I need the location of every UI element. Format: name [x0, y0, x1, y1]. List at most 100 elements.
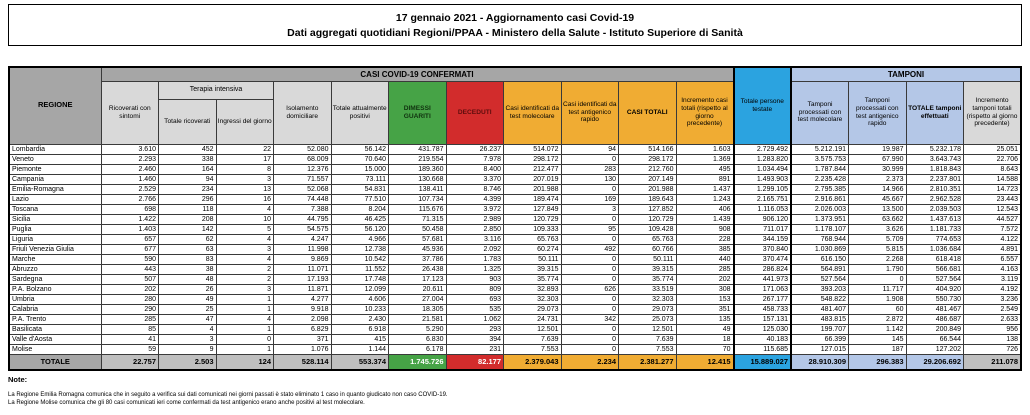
value-cell: 698	[100, 203, 159, 215]
totale-row: TOTALE 22.757 2.503 124 528.114 553.374 1.745.…	[8, 353, 1022, 371]
header-band-tamponi: TAMPONI	[790, 66, 1022, 82]
value-cell: 0	[848, 273, 907, 285]
value-cell: 1.745.726	[388, 353, 447, 371]
value-cell: 1.034.494	[732, 163, 792, 175]
value-cell: 41	[100, 333, 159, 345]
value-cell: 404.920	[905, 283, 964, 295]
header-totale-attualmente-positivi: Totale attualmente positivi	[330, 80, 389, 145]
value-cell: 267.177	[732, 293, 792, 305]
value-cell: 550.730	[905, 293, 964, 305]
value-cell: 0	[560, 253, 619, 265]
value-cell: 109.333	[503, 223, 562, 235]
value-cell: 711.017	[732, 223, 792, 235]
value-cell: 280	[100, 293, 159, 305]
value-cell: 590	[100, 253, 159, 265]
value-cell: 2.381.277	[618, 353, 677, 371]
value-cell: 231	[445, 343, 504, 355]
value-cell: 70	[675, 343, 734, 355]
header-ingressi-del-giorno: Ingressi del giorno	[215, 98, 274, 145]
table-row: Emilia-Romagna 2.529 234 13 52.068 54.831 138.…	[8, 183, 1022, 195]
value-cell: 616.150	[790, 253, 849, 265]
value-cell: 120.729	[618, 213, 677, 225]
region-name: Puglia	[8, 223, 102, 235]
value-cell: 94	[560, 143, 619, 155]
value-cell: 1.422	[100, 213, 159, 225]
value-cell: 228	[675, 233, 734, 245]
header-casi-totali: CASI TOTALI	[618, 80, 677, 145]
value-cell: 768.944	[790, 233, 849, 245]
value-cell: 125.030	[732, 323, 792, 335]
value-cell: 109.428	[618, 223, 677, 235]
value-cell: 10.542	[330, 253, 389, 265]
region-name: Liguria	[8, 233, 102, 245]
value-cell: 6.557	[963, 253, 1022, 265]
value-cell: 63	[158, 243, 217, 255]
value-cell: 1.787.844	[790, 163, 849, 175]
value-cell: 65.763	[503, 233, 562, 245]
value-cell: 26	[158, 283, 217, 295]
value-cell: 481.467	[905, 303, 964, 315]
note-line-1: La Regione Emilia Romagna comunica che i…	[8, 392, 448, 398]
value-cell: 12.501	[503, 323, 562, 335]
value-cell: 1.076	[273, 343, 332, 355]
table-row: Veneto 2.293 338 17 68.009 70.640 219.554 7.978…	[8, 153, 1022, 165]
value-cell: 187	[848, 343, 907, 355]
value-cell: 202	[675, 273, 734, 285]
value-cell: 50.458	[388, 223, 447, 235]
value-cell: 35.774	[618, 273, 677, 285]
header-deceduti: DECEDUTI	[445, 80, 504, 145]
value-cell: 30.999	[848, 163, 907, 175]
value-cell: 1.783	[445, 253, 504, 265]
value-cell: 153	[675, 293, 734, 305]
value-cell: 17.193	[273, 273, 332, 285]
table-row: Abruzzo 443 38 2 11.071 11.552 26.438 1.325 39.3…	[8, 263, 1022, 275]
header-ricoverati-con-sintomi: Ricoverati con sintomi	[100, 80, 159, 145]
value-cell: 370.840	[732, 243, 792, 255]
value-cell: 7.639	[618, 333, 677, 345]
value-cell: 0	[560, 343, 619, 355]
value-cell: 45.936	[388, 243, 447, 255]
value-cell: 130.668	[388, 173, 447, 185]
value-cell: 0	[560, 303, 619, 315]
region-name: Campania	[8, 173, 102, 185]
value-cell: 2.460	[100, 163, 159, 175]
value-cell: 0	[560, 263, 619, 275]
value-cell: 44.795	[273, 213, 332, 225]
value-cell: 1.818.843	[905, 163, 964, 175]
value-cell: 1.030.869	[790, 243, 849, 255]
value-cell: 207.149	[618, 173, 677, 185]
value-cell: 60.274	[503, 243, 562, 255]
value-cell: 548.822	[790, 293, 849, 305]
value-cell: 1.299.105	[732, 183, 792, 195]
value-cell: 82.177	[445, 353, 504, 371]
value-cell: 514.166	[618, 143, 677, 155]
table-row: Piemonte 2.460 164 8 12.376 15.000 189.360 8.40…	[8, 163, 1022, 175]
value-cell: 11.552	[330, 263, 389, 275]
region-name: Basilicata	[8, 323, 102, 335]
value-cell: 17	[215, 153, 274, 165]
value-cell: 12.543	[963, 203, 1022, 215]
value-cell: 11.717	[848, 283, 907, 295]
value-cell: 406	[675, 203, 734, 215]
value-cell: 14.966	[848, 183, 907, 195]
value-cell: 15.000	[330, 163, 389, 175]
region-name: Veneto	[8, 153, 102, 165]
value-cell: 52.080	[273, 143, 332, 155]
value-cell: 138.411	[388, 183, 447, 195]
value-cell: 507	[100, 273, 159, 285]
value-cell: 385	[675, 243, 734, 255]
value-cell: 2.430	[330, 313, 389, 325]
value-cell: 528.114	[273, 353, 332, 371]
value-cell: 60.766	[618, 243, 677, 255]
value-cell: 12.376	[273, 163, 332, 175]
value-cell: 7.978	[445, 153, 504, 165]
value-cell: 296.383	[848, 353, 907, 371]
value-cell: 2.729.492	[732, 143, 792, 155]
value-cell: 50.111	[503, 253, 562, 265]
value-cell: 0	[560, 333, 619, 345]
value-cell: 809	[445, 283, 504, 295]
value-cell: 7.639	[503, 333, 562, 345]
value-cell: 8	[215, 163, 274, 175]
value-cell: 5.815	[848, 243, 907, 255]
value-cell: 39.315	[503, 263, 562, 275]
